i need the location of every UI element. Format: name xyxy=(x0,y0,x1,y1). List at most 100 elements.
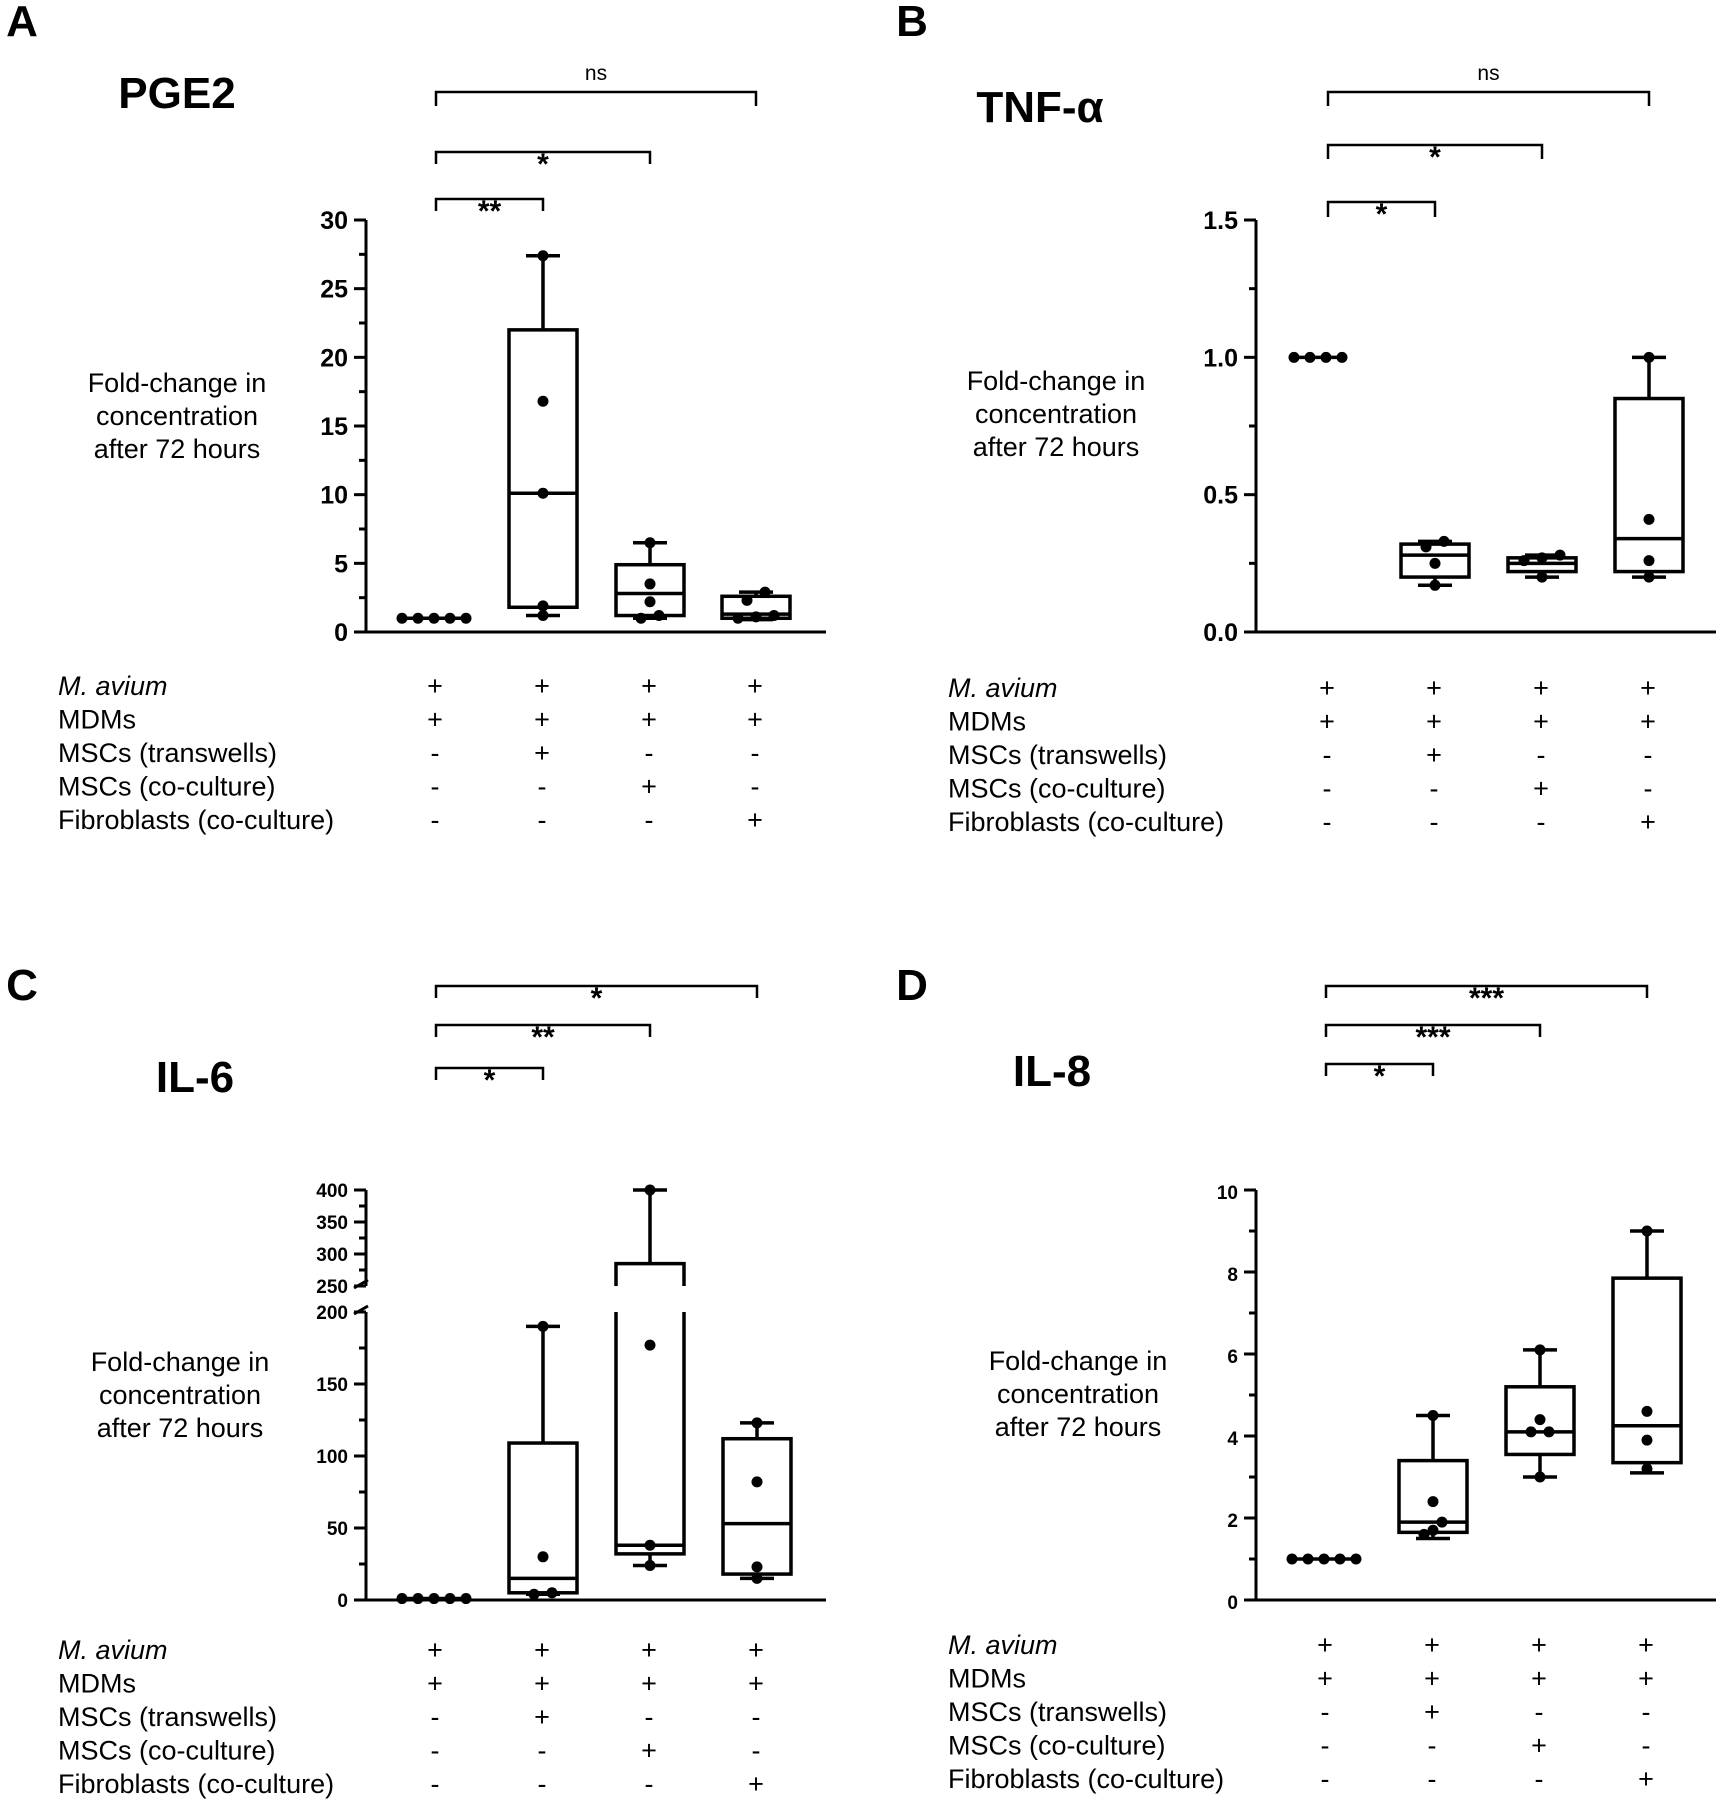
condition-mark: + xyxy=(641,772,657,802)
data-point xyxy=(732,612,744,624)
group-3 xyxy=(1506,549,1578,583)
data-point xyxy=(1286,1553,1298,1565)
condition-mark: + xyxy=(1638,1764,1654,1794)
y-axis-label: concentration xyxy=(997,1379,1159,1409)
condition-label: M. avium xyxy=(58,1635,168,1665)
condition-mark: + xyxy=(747,671,763,701)
condition-mark: - xyxy=(752,1702,761,1732)
group-1 xyxy=(396,612,472,624)
box xyxy=(614,562,686,618)
data-point xyxy=(396,612,408,624)
condition-mark: - xyxy=(1430,807,1439,837)
condition-mark: + xyxy=(427,1635,443,1665)
data-point xyxy=(428,1593,440,1605)
data-point xyxy=(644,1559,656,1571)
condition-mark: + xyxy=(534,1702,550,1732)
condition-mark: - xyxy=(1321,1731,1330,1761)
data-point xyxy=(1534,1344,1546,1356)
y-tick-label: 5 xyxy=(334,550,348,578)
condition-mark: - xyxy=(645,1769,654,1799)
data-point xyxy=(1420,541,1432,553)
significance-bracket xyxy=(1324,1062,1435,1076)
condition-mark: - xyxy=(1644,740,1653,770)
y-tick-label: 8 xyxy=(1227,1265,1238,1286)
condition-mark: + xyxy=(534,1669,550,1699)
significance-bracket xyxy=(434,90,758,106)
condition-mark: - xyxy=(1321,1697,1330,1727)
data-point xyxy=(1427,1524,1439,1536)
condition-mark: + xyxy=(1319,707,1335,737)
condition-mark: + xyxy=(1533,707,1549,737)
group-4 xyxy=(720,586,792,624)
box xyxy=(721,1436,793,1576)
data-point xyxy=(1302,1553,1314,1565)
data-point xyxy=(1336,351,1348,363)
significance-label: * xyxy=(1429,141,1441,174)
y-axis-label: after 72 hours xyxy=(97,1413,264,1443)
data-point xyxy=(537,1320,549,1332)
condition-label: MDMs xyxy=(58,1669,136,1699)
data-point xyxy=(644,596,656,608)
condition-mark: - xyxy=(1535,1764,1544,1794)
condition-label: Fibroblasts (co-culture) xyxy=(948,1764,1224,1794)
condition-mark: + xyxy=(641,671,657,701)
data-point xyxy=(1418,1528,1430,1540)
group-4 xyxy=(1613,351,1685,583)
condition-mark: - xyxy=(645,805,654,835)
condition-mark: - xyxy=(538,805,547,835)
data-point xyxy=(1641,1434,1653,1446)
condition-mark: + xyxy=(748,1769,764,1799)
data-point xyxy=(768,610,780,622)
box xyxy=(1613,396,1685,574)
data-point xyxy=(396,1593,408,1605)
y-tick-label: 0 xyxy=(1227,1593,1238,1614)
y-tick-label: 0 xyxy=(334,619,348,647)
data-point xyxy=(635,612,647,624)
data-point xyxy=(1427,1410,1439,1421)
condition-mark: - xyxy=(1430,774,1439,804)
y-tick-label: 10 xyxy=(320,482,348,510)
y-axis-label: Fold-change in xyxy=(967,366,1146,396)
significance-bracket xyxy=(1326,200,1437,217)
data-point xyxy=(751,1572,763,1584)
significance-label: * xyxy=(1376,198,1388,231)
significance-label: * xyxy=(537,148,549,181)
condition-mark: + xyxy=(1319,673,1335,703)
y-tick-label: 25 xyxy=(320,276,348,304)
data-point xyxy=(1429,579,1441,591)
data-point xyxy=(1429,557,1441,569)
condition-mark: + xyxy=(1531,1664,1547,1694)
condition-mark: + xyxy=(1638,1630,1654,1660)
data-point xyxy=(1334,1553,1346,1565)
y-tick-label: 1.5 xyxy=(1203,207,1238,235)
data-point xyxy=(751,1476,763,1488)
condition-mark: + xyxy=(1533,774,1549,804)
condition-mark: + xyxy=(1638,1664,1654,1694)
y-tick-label: 300 xyxy=(316,1245,348,1266)
condition-mark: + xyxy=(748,1635,764,1665)
condition-mark: + xyxy=(534,738,550,768)
condition-mark: - xyxy=(1537,740,1546,770)
condition-label: MSCs (transwells) xyxy=(58,738,277,768)
condition-mark: + xyxy=(427,705,443,735)
panel-title: TNF-α xyxy=(976,83,1103,132)
significance-label: * xyxy=(1374,1060,1386,1093)
condition-label: MDMs xyxy=(58,705,136,735)
condition-mark: + xyxy=(427,1669,443,1699)
data-point xyxy=(1641,1405,1653,1417)
data-point xyxy=(759,586,771,598)
data-point xyxy=(537,487,549,499)
significance-label: *** xyxy=(1469,982,1504,1015)
y-axis-label: Fold-change in xyxy=(989,1346,1168,1376)
panel-title: PGE2 xyxy=(118,69,235,118)
data-point xyxy=(1536,552,1548,564)
data-point xyxy=(460,1593,472,1605)
data-point xyxy=(1438,535,1450,547)
condition-mark: + xyxy=(1533,673,1549,703)
panel-letter: C xyxy=(6,961,38,1010)
y-tick-label: 0.0 xyxy=(1203,619,1238,647)
y-tick-label: 4 xyxy=(1227,1429,1238,1450)
group-2 xyxy=(507,1320,579,1600)
y-axis-label: concentration xyxy=(975,399,1137,429)
